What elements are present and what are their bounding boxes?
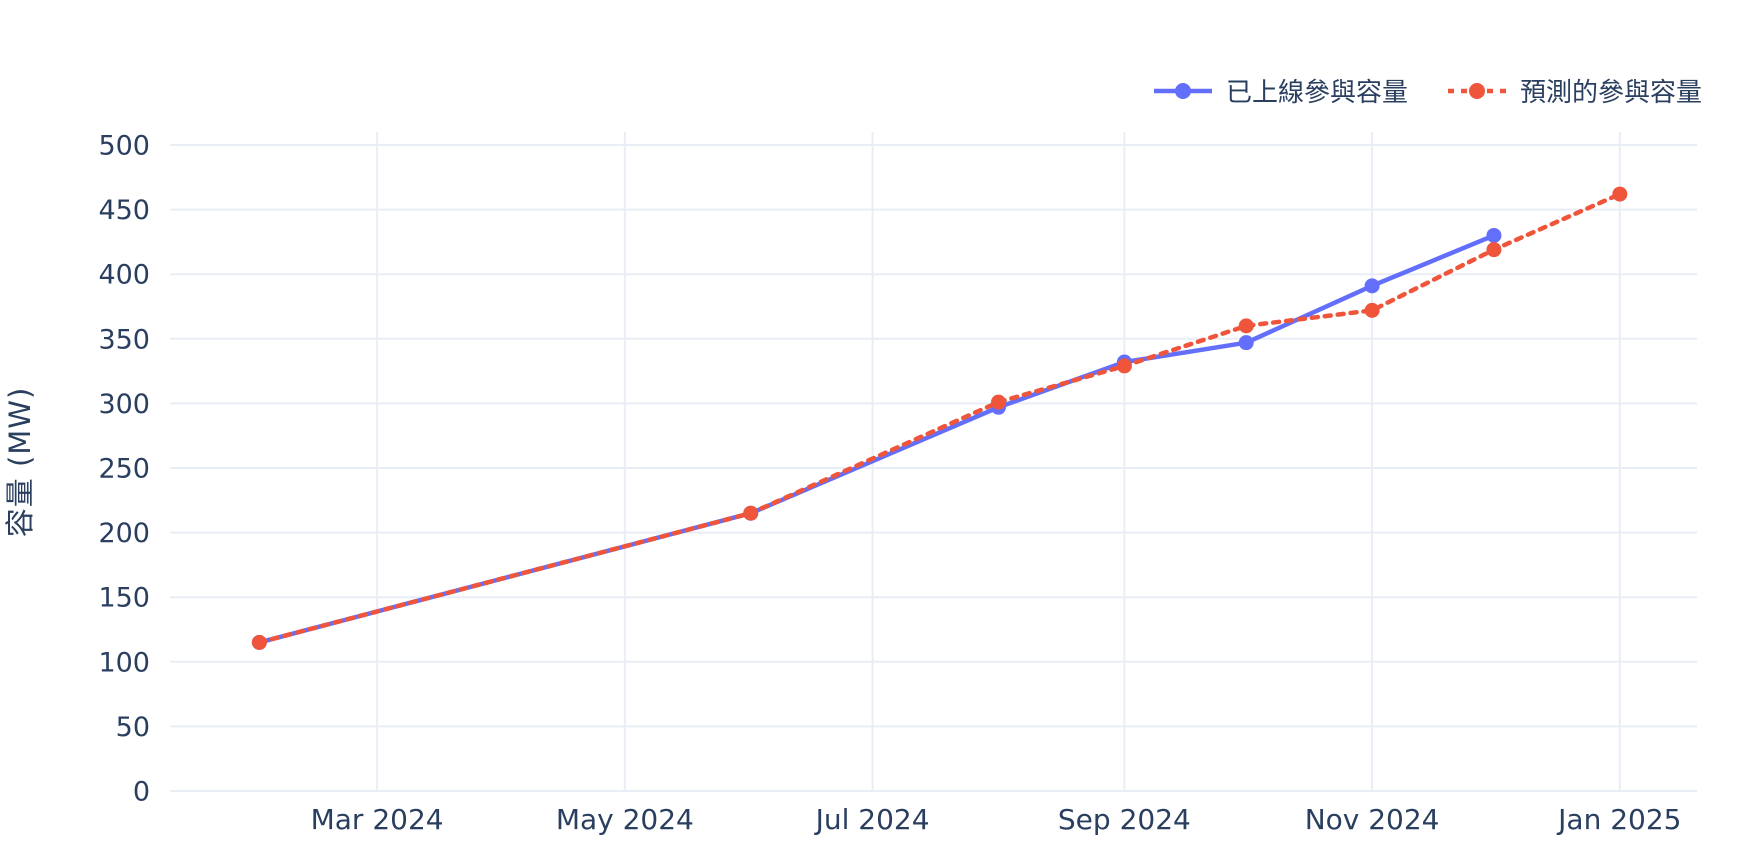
legend: 已上線參與容量 預測的參與容量 [1152, 72, 1702, 109]
y-tick-label: 450 [98, 195, 150, 226]
forecast-data-point[interactable] [990, 394, 1006, 410]
actual-data-point[interactable] [1486, 227, 1502, 243]
x-tick-label: Jan 2025 [1556, 803, 1681, 836]
forecast-data-point[interactable] [1116, 358, 1132, 374]
actual-data-point[interactable] [1364, 278, 1380, 294]
x-tick-label: Sep 2024 [1058, 803, 1191, 836]
y-axis-title: 容量 (MW) [3, 386, 37, 538]
forecast-data-point[interactable] [1238, 318, 1254, 334]
forecast-series-line [257, 191, 1623, 645]
legend-sample-forecast-line [1447, 82, 1506, 99]
legend-item-forecast[interactable]: 預測的參與容量 [1446, 72, 1702, 109]
y-tick-label: 200 [98, 518, 150, 549]
legend-label-forecast: 預測的參與容量 [1519, 78, 1702, 108]
legend-item-actual[interactable]: 已上線參與容量 [1152, 72, 1408, 109]
y-tick-label: 350 [98, 324, 150, 355]
y-tick-label: 400 [98, 260, 150, 291]
x-tick-label: May 2024 [556, 803, 694, 836]
y-tick-label: 0 [133, 776, 150, 807]
y-tick-label: 50 [116, 712, 150, 743]
actual-series-line [257, 233, 1497, 645]
x-tick-label: Mar 2024 [311, 803, 444, 836]
x-tick-label: Jul 2024 [814, 803, 930, 836]
forecast-data-point[interactable] [1486, 242, 1502, 258]
y-tick-label: 300 [98, 389, 150, 420]
forecast-data-point[interactable] [743, 505, 759, 521]
y-tick-label: 250 [98, 453, 150, 484]
forecast-data-point[interactable] [1612, 186, 1628, 202]
y-tick-label: 150 [98, 583, 150, 614]
forecast-data-point[interactable] [251, 634, 267, 650]
y-tick-label: 500 [98, 130, 150, 161]
y-tick-label: 100 [98, 647, 150, 678]
x-tick-label: Nov 2024 [1305, 803, 1440, 836]
forecast-data-point[interactable] [1364, 302, 1380, 318]
legend-sample-actual-line [1153, 82, 1212, 99]
actual-data-point[interactable] [1238, 335, 1254, 351]
legend-label-actual: 已上線參與容量 [1225, 78, 1408, 108]
